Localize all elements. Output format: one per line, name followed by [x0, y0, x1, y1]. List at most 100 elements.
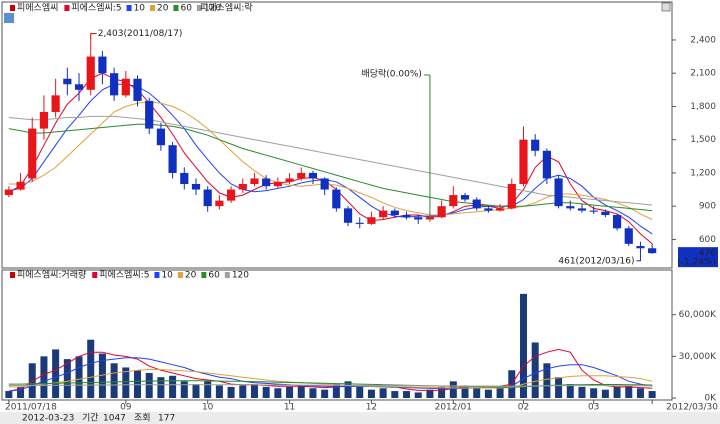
- candle-body: [612, 215, 622, 229]
- legend-entry: 20: [185, 271, 197, 281]
- legend-entry: 10: [161, 271, 173, 281]
- legend-entry: 60: [180, 4, 192, 14]
- volume-bar: [438, 386, 446, 398]
- volume-bar: [426, 389, 434, 398]
- volume-bar: [215, 385, 223, 398]
- candle-body: [133, 78, 142, 101]
- legend-swatch: [154, 272, 160, 278]
- toolbar-date[interactable]: 2012-03-23: [22, 414, 74, 424]
- candle-body: [343, 208, 353, 223]
- volume-bar: [344, 381, 352, 398]
- volume-bar: [543, 363, 551, 398]
- candle-body: [98, 56, 107, 74]
- candle-body: [484, 208, 493, 211]
- candle-body: [250, 178, 259, 184]
- volume-panel: [1, 269, 673, 401]
- volume-bar: [461, 385, 469, 398]
- volume-bar: [134, 370, 142, 398]
- y-tick-label: 1,800: [690, 102, 716, 112]
- annotation-low: 461(2012/03/16): [558, 256, 634, 266]
- candle-body: [636, 246, 645, 249]
- candle-body: [74, 84, 84, 90]
- candle-body: [51, 95, 60, 112]
- volume-bar: [169, 375, 177, 398]
- volume-bar: [414, 392, 422, 398]
- ma-line: [8, 369, 653, 389]
- volume-bar: [519, 293, 527, 398]
- volume-bar: [98, 353, 106, 398]
- volume-bar: [63, 359, 71, 398]
- legend-swatch: [92, 272, 98, 278]
- candle-body: [180, 172, 189, 184]
- x-tick-label: 2012/03/30: [666, 403, 718, 413]
- legend-entry: 20: [157, 4, 169, 14]
- volume-bar: [473, 388, 481, 398]
- volume-bar: [484, 389, 492, 398]
- volume-bar: [145, 373, 153, 398]
- legend-swatch: [10, 272, 15, 278]
- volume-bar: [449, 381, 457, 398]
- candle-body: [531, 139, 540, 151]
- y-tick-label: 900: [699, 202, 716, 212]
- candle-body: [39, 111, 49, 129]
- toolbar-count[interactable]: 177: [158, 414, 175, 424]
- candle-body: [238, 184, 247, 190]
- panel-icon[interactable]: [4, 13, 14, 23]
- y-tick-label: 2,100: [690, 69, 716, 79]
- volume-bar: [75, 356, 83, 398]
- candle-body: [308, 172, 318, 179]
- candle-body: [28, 128, 37, 179]
- legend-swatch: [64, 5, 70, 11]
- volume-bar: [590, 388, 598, 398]
- candle-body: [355, 222, 364, 224]
- y-tick-label: 1,500: [690, 135, 716, 145]
- ma-line: [8, 357, 653, 392]
- volume-bar: [531, 342, 539, 398]
- ma-line: [8, 384, 653, 387]
- legend-swatch: [10, 5, 15, 11]
- annotation-ex-dividend: 배당락(0.00%): [361, 68, 421, 80]
- candle-body: [624, 228, 633, 244]
- toolbar-query[interactable]: 조회: [134, 413, 151, 424]
- volume-bar: [613, 386, 621, 398]
- legend-swatch: [173, 5, 179, 11]
- y-tick-label: 2,400: [690, 35, 716, 45]
- candle-body: [542, 150, 551, 179]
- candle-body: [285, 178, 294, 182]
- legend-swatch: [177, 272, 183, 278]
- volume-bar: [52, 349, 60, 398]
- candle-body: [437, 206, 446, 218]
- candle-body: [16, 181, 25, 190]
- legend-entry: 피에스엠씨:5: [71, 2, 121, 14]
- volume-bar: [227, 386, 235, 398]
- volume-bar: [321, 389, 329, 398]
- candle-body: [297, 172, 306, 179]
- x-tick-label: 09: [120, 403, 132, 413]
- y-tick-label: 0K: [704, 394, 717, 404]
- x-tick-label: 03: [588, 403, 599, 413]
- x-tick-label: 10: [202, 403, 214, 413]
- volume-bar: [625, 385, 633, 398]
- close-button[interactable]: [661, 2, 671, 12]
- candle-body: [577, 208, 587, 211]
- volume-bar: [403, 391, 411, 398]
- legend-entry: 피에스엠씨:5: [99, 269, 149, 281]
- candle-body: [414, 217, 423, 220]
- legend-entry: 60: [208, 271, 220, 281]
- toolbar-period-label: 기간: [82, 413, 99, 424]
- last-price: 476: [699, 249, 716, 259]
- volume-bar: [391, 391, 399, 398]
- candle-body: [4, 189, 13, 196]
- volume-bar: [601, 389, 609, 398]
- candle-body: [273, 181, 282, 187]
- volume-bar: [566, 384, 574, 398]
- candle-body: [110, 73, 119, 96]
- candle-body: [648, 248, 657, 254]
- volume-bar: [274, 388, 282, 398]
- candle-body: [425, 217, 435, 220]
- toolbar-period[interactable]: 1047: [103, 414, 126, 424]
- volume-bar: [192, 384, 200, 398]
- ma-line: [8, 101, 653, 220]
- candle-body: [507, 184, 516, 209]
